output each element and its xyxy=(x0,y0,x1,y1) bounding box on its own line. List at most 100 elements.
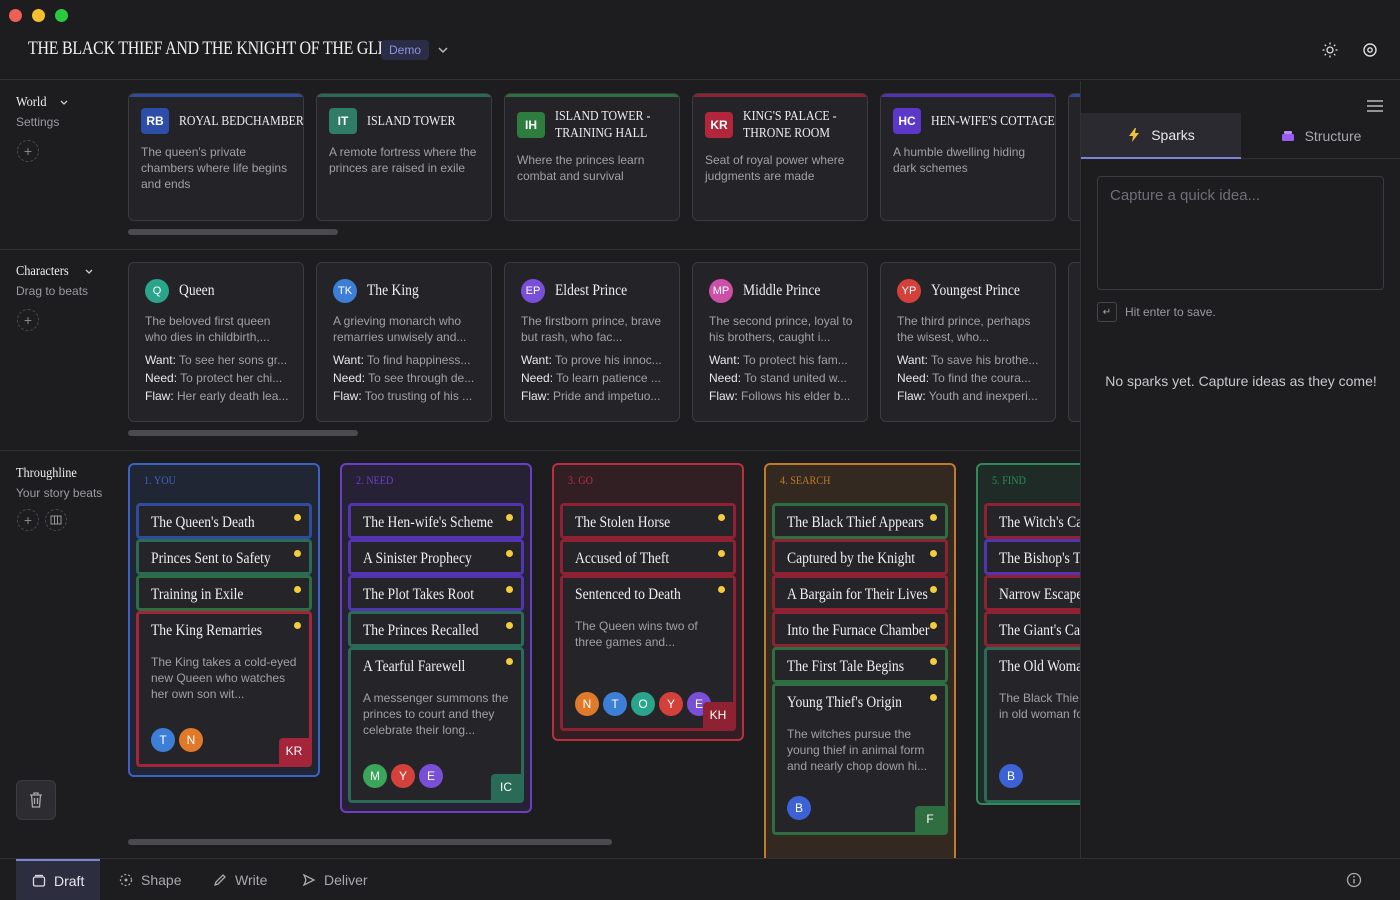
throughline-section-label: Throughline Your story beats xyxy=(16,466,102,500)
beat-card[interactable]: Young Thief's Origin The witches pursue t… xyxy=(772,683,948,835)
tab-draft[interactable]: Draft xyxy=(16,859,101,900)
beat-card[interactable]: The King Remarries The King takes a cold-… xyxy=(136,611,312,767)
setting-header: HC HEN-WIFE'S COTTAGE xyxy=(893,108,1055,134)
flaw-label: Flaw: xyxy=(709,389,738,403)
zoom-window-button[interactable] xyxy=(55,9,68,22)
character-pill[interactable]: M xyxy=(363,764,387,788)
setting-card[interactable]: HC HEN-WIFE'S COTTAGE A humble dwelling hi… xyxy=(880,93,1056,221)
add-setting-button[interactable]: + xyxy=(17,140,39,162)
throughline-scrollbar[interactable] xyxy=(128,839,612,845)
setting-card[interactable] xyxy=(1068,93,1080,221)
delete-button[interactable] xyxy=(16,780,56,820)
beat-card[interactable]: The Hen-wife's Scheme xyxy=(348,503,524,539)
characters-toggle[interactable]: Characters xyxy=(16,264,94,280)
beat-card[interactable]: A Tearful Farewell A messenger summons th… xyxy=(348,647,524,803)
character-pill[interactable]: O xyxy=(631,692,655,716)
beat-card[interactable]: The Stolen Horse xyxy=(560,503,736,539)
beat-status-dot xyxy=(930,658,937,665)
beat-card[interactable]: The Queen's Death xyxy=(136,503,312,539)
beat-card[interactable]: Narrow Escape xyxy=(984,575,1080,611)
act-title: 5. FIND xyxy=(992,473,1027,487)
want-value: To protect his fam... xyxy=(743,353,848,367)
beat-status-dot xyxy=(506,622,513,629)
setting-card[interactable]: IH ISLAND TOWER - TRAINING HALL Where the … xyxy=(504,93,680,221)
beat-card[interactable]: Into the Furnace Chamber xyxy=(772,611,948,647)
beat-card[interactable]: Training in Exile xyxy=(136,575,312,611)
add-beat-button[interactable]: + xyxy=(17,509,39,531)
character-pill[interactable]: Y xyxy=(391,764,415,788)
beat-card[interactable]: The Witch's Ca xyxy=(984,503,1080,539)
character-card[interactable]: Q Queen The beloved first queen who dies i… xyxy=(128,262,304,422)
beat-card[interactable]: The First Tale Begins xyxy=(772,647,948,683)
beat-card[interactable]: A Sinister Prophecy xyxy=(348,539,524,575)
add-character-button[interactable]: + xyxy=(17,309,39,331)
need-value: To protect her chi... xyxy=(180,371,283,385)
character-pill[interactable]: Y xyxy=(659,692,683,716)
beat-card[interactable]: Accused of Theft xyxy=(560,539,736,575)
setting-card[interactable]: RB ROYAL BEDCHAMBER The queen's private ch… xyxy=(128,93,304,221)
character-card[interactable]: YP Youngest Prince The third prince, perha… xyxy=(880,262,1056,422)
quick-idea-input[interactable]: Capture a quick idea... xyxy=(1097,176,1384,290)
character-flaw: Flaw: Follows his elder b... xyxy=(709,389,855,403)
character-header: EP Eldest Prince xyxy=(521,279,640,303)
beat-card[interactable]: The Black Thief Appears xyxy=(772,503,948,539)
need-value: To stand united w... xyxy=(744,371,847,385)
tab-write[interactable]: Write xyxy=(197,859,283,900)
world-scrollbar[interactable] xyxy=(128,229,338,235)
tab-sparks[interactable]: Sparks xyxy=(1081,113,1241,159)
chevron-down-icon[interactable] xyxy=(436,43,450,57)
beat-card[interactable]: The Princes Recalled xyxy=(348,611,524,647)
demo-badge: Demo xyxy=(381,40,430,60)
beat-card[interactable]: Princes Sent to Safety xyxy=(136,539,312,575)
beat-description: The King takes a cold-eyed new Queen who… xyxy=(151,655,297,701)
beat-card[interactable]: The Plot Takes Root xyxy=(348,575,524,611)
beat-title: The Plot Takes Root xyxy=(363,586,474,603)
character-pill[interactable]: N xyxy=(575,692,599,716)
want-label: Want: xyxy=(897,353,928,367)
menu-icon[interactable] xyxy=(1367,99,1383,113)
world-toggle[interactable]: World xyxy=(16,95,69,111)
characters-scrollbar[interactable] xyxy=(128,430,358,436)
close-window-button[interactable] xyxy=(9,9,22,22)
want-value: To see her sons gr... xyxy=(179,353,288,367)
beat-card[interactable]: A Bargain for Their Lives xyxy=(772,575,948,611)
info-icon[interactable] xyxy=(1346,872,1362,888)
want-label: Want: xyxy=(521,353,552,367)
beat-card[interactable]: Sentenced to Death The Queen wins two of … xyxy=(560,575,736,731)
character-pill[interactable]: B xyxy=(787,796,811,820)
character-card[interactable] xyxy=(1068,262,1080,422)
setting-header: RB ROYAL BEDCHAMBER xyxy=(141,108,303,134)
tab-structure[interactable]: Structure xyxy=(1241,113,1400,159)
setting-card[interactable]: IT ISLAND TOWER A remote fortress where th… xyxy=(316,93,492,221)
character-pill[interactable]: T xyxy=(151,728,175,752)
beat-status-dot xyxy=(294,586,301,593)
beat-card[interactable]: The Giant's Ca xyxy=(984,611,1080,647)
character-pill[interactable]: E xyxy=(419,764,443,788)
character-pill[interactable]: T xyxy=(603,692,627,716)
tab-deliver[interactable]: Deliver xyxy=(286,859,384,900)
character-card[interactable]: TK The King A grieving monarch who remarri… xyxy=(316,262,492,422)
tab-shape[interactable]: Shape xyxy=(103,859,197,900)
beat-status-dot xyxy=(506,586,513,593)
character-header: MP Middle Prince xyxy=(709,279,834,303)
beat-title: Sentenced to Death xyxy=(575,586,681,603)
beat-status-dot xyxy=(506,514,513,521)
beat-card[interactable]: The Bishop's T xyxy=(984,539,1080,575)
card-top-bar xyxy=(881,94,1055,97)
sun-icon[interactable] xyxy=(1321,41,1339,59)
beat-description: The witches pursue the young thief in an… xyxy=(787,727,928,773)
character-pill[interactable]: B xyxy=(999,764,1023,788)
character-want: Want: To prove his innoc... xyxy=(521,353,667,367)
character-pill[interactable]: N xyxy=(179,728,203,752)
beat-card[interactable]: Captured by the Knight xyxy=(772,539,948,575)
setting-card[interactable]: KR KING'S PALACE - THRONE ROOM Seat of roy… xyxy=(692,93,868,221)
character-card[interactable]: EP Eldest Prince The firstborn prince, bra… xyxy=(504,262,680,422)
columns-button[interactable] xyxy=(45,509,67,531)
beat-card[interactable]: The Old Woma The Black Thie the rescued i… xyxy=(984,647,1080,803)
minimize-window-button[interactable] xyxy=(32,9,45,22)
character-card[interactable]: MP Middle Prince The second prince, loyal … xyxy=(692,262,868,422)
chevron-down-icon xyxy=(85,269,93,274)
setting-header: IT ISLAND TOWER xyxy=(329,108,491,134)
gear-icon[interactable] xyxy=(1361,41,1379,59)
